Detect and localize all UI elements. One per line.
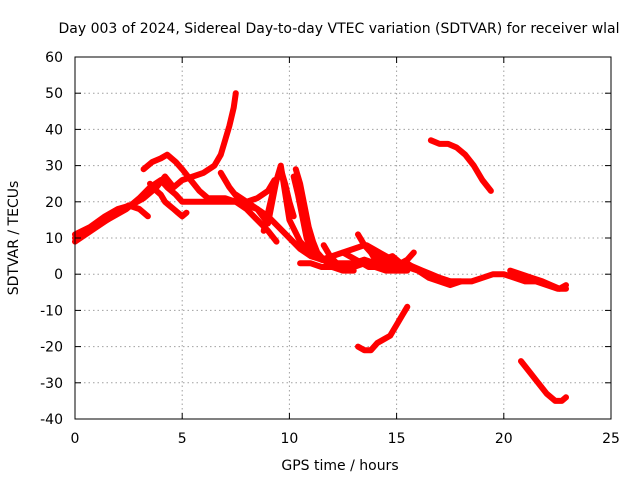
x-tick-label: 25 xyxy=(602,431,620,447)
series-arc-5 xyxy=(147,180,190,220)
series-arc-17 xyxy=(355,303,411,354)
x-axis-label: GPS time / hours xyxy=(281,458,398,474)
chart-title: Day 003 of 2024, Sidereal Day-to-day VTE… xyxy=(58,21,619,37)
y-tick-label: -10 xyxy=(40,303,63,319)
series-arc-15 xyxy=(363,242,464,285)
y-axis-label: SDTVAR / TECUs xyxy=(6,181,22,296)
x-tick-label: 20 xyxy=(495,431,513,447)
y-tick-label: 0 xyxy=(54,267,63,283)
y-tick-label: 50 xyxy=(45,86,63,102)
series-arc-18 xyxy=(427,137,494,194)
y-tick-label: -20 xyxy=(40,340,63,356)
series-arc-12 xyxy=(320,242,464,289)
y-tick-label: 10 xyxy=(45,231,63,247)
x-tick-label: 0 xyxy=(71,431,80,447)
series-arc-19 xyxy=(518,358,569,404)
series-arc-16 xyxy=(507,267,569,292)
series-arc-4 xyxy=(140,151,278,205)
y-tick-label: 60 xyxy=(45,50,63,66)
tick-layer: 0 5 10 15 20 25 -40 -30 -20 -10 0 10 20 30 40 50 60 xyxy=(40,50,620,447)
y-tick-label: -30 xyxy=(40,376,63,392)
series-layer xyxy=(72,90,569,404)
y-tick-label: 20 xyxy=(45,195,63,211)
y-tick-label: -40 xyxy=(40,412,63,428)
y-tick-label: 40 xyxy=(45,122,63,138)
series-arc-13 xyxy=(340,249,411,274)
y-tick-label: 30 xyxy=(45,159,63,175)
x-tick-label: 10 xyxy=(280,431,298,447)
x-tick-label: 15 xyxy=(388,431,406,447)
series-arc-2 xyxy=(72,90,239,238)
x-tick-label: 5 xyxy=(178,431,187,447)
